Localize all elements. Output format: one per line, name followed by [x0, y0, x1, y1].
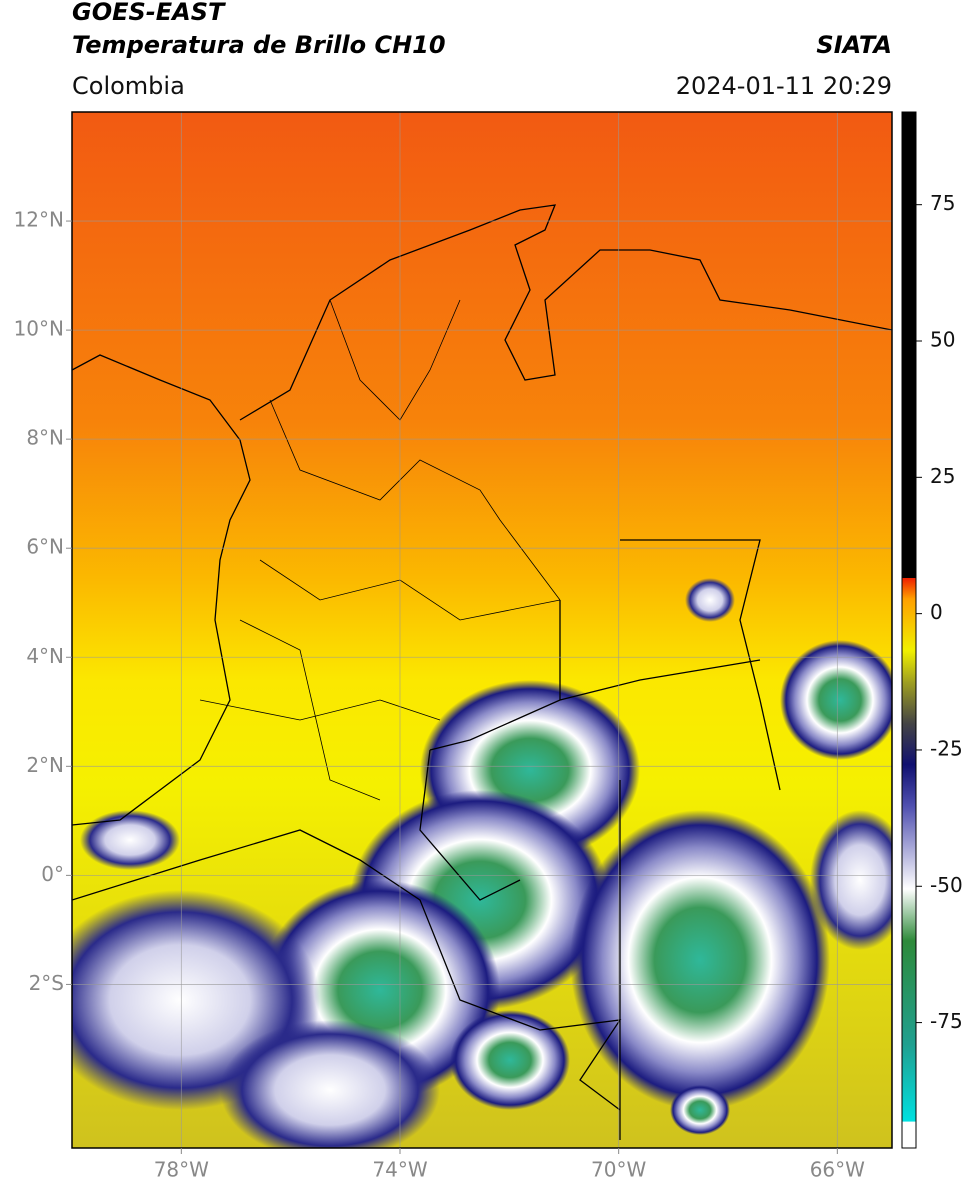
colorbar-tick-label: 0	[930, 600, 943, 624]
y-tick-label: 6°N	[26, 535, 64, 559]
map-frame	[71, 111, 893, 1149]
datetime: 2024-01-11 20:29	[676, 72, 892, 100]
x-tick-label: 78°W	[154, 1158, 209, 1182]
colorbar	[901, 111, 917, 1149]
y-tick-label: 10°N	[14, 317, 64, 341]
subtitle: Temperatura de Brillo CH10	[72, 31, 446, 59]
region: Colombia	[72, 72, 185, 100]
colorbar-tick-label: 25	[930, 464, 955, 488]
y-tick-label: 4°N	[26, 644, 64, 668]
y-tick-label: 2°N	[26, 753, 64, 777]
x-tick-label: 70°W	[591, 1158, 646, 1182]
y-tick-label: 2°S	[29, 971, 64, 995]
title: GOES-EAST	[72, 0, 226, 26]
colorbar-tick-label: -75	[930, 1009, 963, 1033]
y-tick-label: 0°	[41, 862, 64, 886]
y-tick-label: 12°N	[14, 208, 64, 232]
colorbar-tick-label: 50	[930, 328, 955, 352]
source: SIATA	[816, 31, 892, 59]
grid	[72, 112, 892, 1148]
x-tick-label: 74°W	[372, 1158, 427, 1182]
x-tick-label: 66°W	[810, 1158, 865, 1182]
colorbar-tick-label: -50	[930, 873, 963, 897]
colorbar-tick-label: 75	[930, 191, 955, 215]
y-tick-label: 8°N	[26, 426, 64, 450]
imagery	[72, 112, 892, 1148]
colorbar-tick-label: -25	[930, 736, 963, 760]
